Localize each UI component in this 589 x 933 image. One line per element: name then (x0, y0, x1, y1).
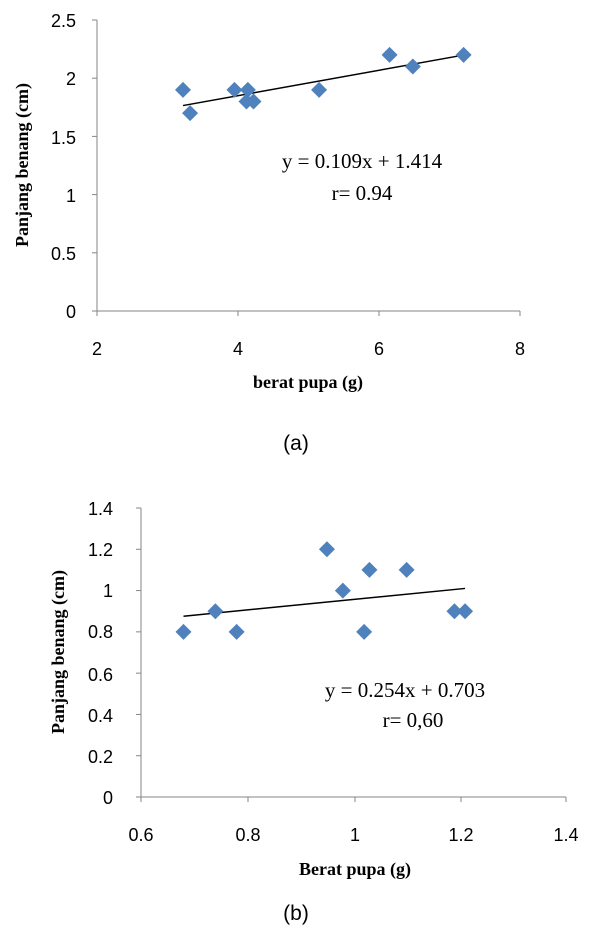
y-tick-label: 2.5 (51, 11, 76, 31)
chart-b-regression-equation: y = 0.254x + 0.703 (325, 678, 485, 702)
data-point-marker (457, 603, 474, 620)
data-point-marker (334, 582, 351, 599)
chart-a-points-layer (175, 46, 472, 122)
data-point-marker (356, 623, 373, 640)
chart-a-trendline-layer (182, 54, 464, 107)
y-tick-label: 1.5 (51, 128, 76, 148)
data-point-marker (226, 81, 243, 98)
chart-a-y-tick-labels: 0 0.5 1 1.5 2 2.5 (51, 11, 76, 322)
y-tick-label: 0.6 (88, 665, 113, 685)
chart-b: 0 0.2 0.4 0.6 0.8 1 1.2 1.4 0.6 0.8 1 1.… (48, 499, 579, 925)
chart-a-regression-equation: y = 0.109x + 1.414 (282, 149, 443, 173)
chart-b-axes (136, 507, 567, 802)
data-point-marker (175, 81, 192, 98)
chart-b-correlation-label: r= 0,60 (383, 708, 444, 732)
y-tick-label: 0.5 (51, 244, 76, 264)
trendline (182, 54, 464, 107)
chart-a-x-axis-label: berat pupa (g) (253, 372, 363, 393)
data-point-marker (182, 105, 199, 122)
y-tick-label: 0 (66, 302, 76, 322)
data-point-marker (404, 58, 421, 75)
y-tick-label: 0 (103, 788, 113, 808)
chart-a-axes (92, 19, 521, 316)
data-point-marker (239, 81, 256, 98)
y-tick-label: 1 (66, 186, 76, 206)
x-tick-label: 0.6 (128, 825, 153, 845)
chart-b-caption: (b) (283, 902, 309, 925)
y-tick-label: 0.2 (88, 747, 113, 767)
chart-b-x-axis-label: Berat pupa (g) (299, 859, 411, 880)
chart-b-y-tick-labels: 0 0.2 0.4 0.6 0.8 1 1.2 1.4 (88, 499, 113, 808)
chart-a-x-tick-labels: 2 4 6 8 (92, 339, 525, 359)
y-tick-label: 0.4 (88, 706, 113, 726)
x-tick-label: 1 (350, 825, 360, 845)
data-point-marker (381, 46, 398, 63)
y-tick-label: 1 (103, 581, 113, 601)
y-tick-label: 2 (66, 69, 76, 89)
data-point-marker (245, 93, 262, 110)
x-tick-label: 6 (374, 339, 384, 359)
data-point-marker (228, 623, 245, 640)
chart-b-y-axis-label: Panjang benang (cm) (48, 570, 69, 734)
y-tick-label: 1.4 (88, 499, 113, 519)
data-point-marker (207, 603, 224, 620)
x-tick-label: 4 (233, 339, 243, 359)
chart-b-points-layer (175, 541, 474, 640)
chart-a-y-axis-label: Panjang benang (cm) (12, 83, 33, 247)
chart-b-trendline-layer (183, 587, 466, 617)
x-tick-label: 2 (92, 339, 102, 359)
data-point-marker (175, 623, 192, 640)
chart-b-x-tick-labels: 0.6 0.8 1 1.2 1.4 (128, 825, 578, 845)
x-tick-label: 0.8 (235, 825, 260, 845)
chart-a: 0 0.5 1 1.5 2 2.5 2 4 6 8 berat pupa (g)… (12, 11, 525, 455)
chart-a-caption: (a) (283, 432, 309, 455)
x-tick-label: 1.4 (553, 825, 578, 845)
data-point-marker (311, 81, 328, 98)
data-point-marker (455, 46, 472, 63)
y-tick-label: 1.2 (88, 540, 113, 560)
y-tick-label: 0.8 (88, 622, 113, 642)
data-point-marker (361, 561, 378, 578)
data-point-marker (398, 561, 415, 578)
trendline (183, 587, 466, 617)
x-tick-label: 1.2 (448, 825, 473, 845)
chart-a-correlation-label: r= 0.94 (332, 181, 393, 205)
data-point-marker (318, 541, 335, 558)
x-tick-label: 8 (515, 339, 525, 359)
data-point-marker (446, 603, 463, 620)
